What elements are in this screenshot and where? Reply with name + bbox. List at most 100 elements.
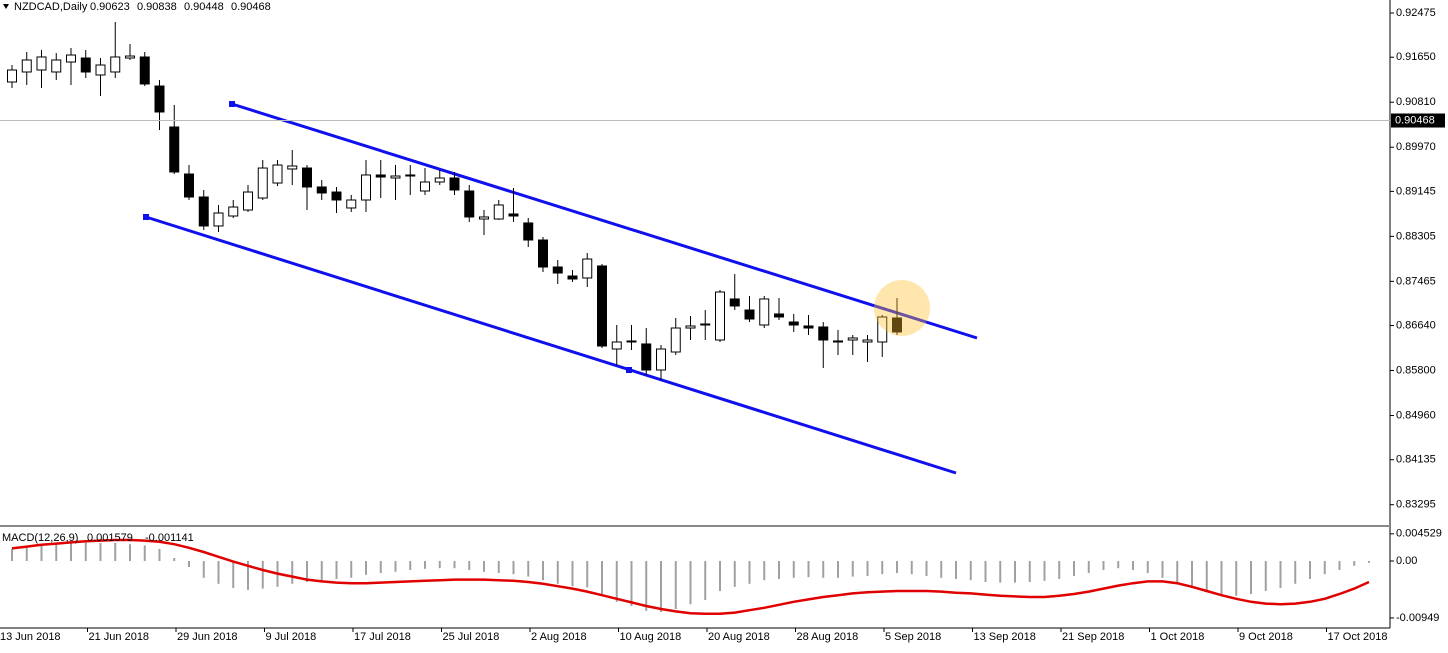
candle-body <box>154 85 165 113</box>
candle-body <box>449 177 460 191</box>
y-tick-label: -0.00949 <box>1396 612 1439 624</box>
y-tick-label: 0.89970 <box>1396 141 1436 153</box>
candle-body <box>302 167 312 188</box>
candle-body <box>434 177 445 183</box>
candle-body <box>198 196 209 227</box>
x-tick-label: 21 Sep 2018 <box>1062 631 1124 643</box>
candle-body <box>493 204 504 220</box>
channel-lower <box>145 215 957 475</box>
candle-body <box>523 222 534 241</box>
candle-body <box>611 341 622 350</box>
x-tick-label: 9 Oct 2018 <box>1239 631 1293 643</box>
y-tick-label: 0.90810 <box>1396 96 1436 108</box>
last-price-label: 0.90468 <box>1395 114 1435 126</box>
x-tick-label: 20 Aug 2018 <box>708 631 770 643</box>
candles <box>7 22 902 381</box>
candle-body <box>464 190 475 218</box>
candle-body <box>788 321 799 326</box>
candle-body <box>110 56 121 73</box>
last-price-box <box>1391 113 1445 128</box>
candle-body <box>272 164 283 184</box>
menu-arrow <box>3 4 9 9</box>
candle-body <box>405 174 416 177</box>
candle-body <box>361 174 371 201</box>
x-tick-label: 13 Sep 2018 <box>974 631 1036 643</box>
candle-body <box>287 165 298 170</box>
candle-body <box>479 216 489 220</box>
candle-body <box>892 317 902 333</box>
candle-body <box>700 323 711 326</box>
candle-body <box>715 291 725 341</box>
candle-body <box>169 126 180 173</box>
candle-body <box>316 186 327 194</box>
candle-body <box>95 64 106 76</box>
y-tick-label: 0.91650 <box>1396 51 1436 63</box>
macd-signal-line <box>11 538 1370 616</box>
y-tick-label: 0.004529 <box>1396 528 1442 540</box>
candle-body <box>508 213 519 217</box>
x-tick-label: 28 Aug 2018 <box>797 631 859 643</box>
candle-body <box>21 59 32 73</box>
channel-anchor <box>229 101 235 107</box>
candle-body <box>877 316 888 343</box>
candle-body <box>7 69 17 83</box>
candle-body <box>656 348 666 371</box>
candle-body <box>66 54 76 63</box>
candle-body <box>243 191 253 211</box>
quote-open: 0.90623 <box>90 1 130 13</box>
y-tick-label: 0.83295 <box>1396 499 1436 511</box>
y-tick-label: 0.89145 <box>1396 185 1436 197</box>
candle-body <box>390 175 401 179</box>
channel-anchor <box>143 214 149 220</box>
y-tick-label: 0.84960 <box>1396 409 1436 421</box>
highlight-circle <box>874 280 930 336</box>
x-tick-label: 29 Jun 2018 <box>177 631 238 643</box>
candle-body <box>552 266 563 274</box>
quote-low: 0.90448 <box>184 1 224 13</box>
candle-body <box>80 57 91 73</box>
y-tick-label: 0.86640 <box>1396 319 1436 331</box>
candle-body <box>139 56 150 85</box>
x-tick-label: 10 Aug 2018 <box>620 631 682 643</box>
candle-body <box>582 258 593 279</box>
candle-body <box>257 167 268 199</box>
candle-body <box>641 343 652 371</box>
x-tick-label: 2 Aug 2018 <box>531 631 587 643</box>
channel-anchor <box>626 367 632 373</box>
candle-body <box>331 191 342 201</box>
x-tick-label: 5 Sep 2018 <box>885 631 941 643</box>
y-tick-label: 0.84135 <box>1396 454 1436 466</box>
candle-body <box>626 340 637 343</box>
x-tick-label: 9 Jul 2018 <box>266 631 317 643</box>
candle-body <box>213 212 224 227</box>
y-tick-label: 0.85800 <box>1396 364 1436 376</box>
candle-body <box>346 199 357 209</box>
candle-body <box>184 173 194 198</box>
candle-body <box>51 59 62 73</box>
candle-body <box>833 340 843 343</box>
x-tick-label: 25 Jul 2018 <box>443 631 500 643</box>
x-tick-label: 13 Jun 2018 <box>0 631 61 643</box>
candle-body <box>125 55 135 59</box>
quote-close: 0.90468 <box>231 1 271 13</box>
macd-main: 0.001579 <box>87 532 133 544</box>
symbol-title: NZDCAD,Daily <box>14 1 88 13</box>
candle-body <box>228 206 239 217</box>
candle-body <box>685 325 696 329</box>
candle-body <box>567 275 578 280</box>
candle-body <box>774 313 784 318</box>
candle-body <box>375 174 386 178</box>
x-tick-label: 1 Oct 2018 <box>1151 631 1205 643</box>
candle-body <box>36 56 47 71</box>
candle-body <box>597 265 607 347</box>
candle-body <box>729 298 740 307</box>
candle-body <box>862 339 873 343</box>
macd-signal: -0.001141 <box>145 532 194 544</box>
candle-body <box>420 181 430 192</box>
x-tick-label: 21 Jun 2018 <box>89 631 150 643</box>
x-tick-label: 17 Jul 2018 <box>354 631 411 643</box>
y-tick-label: 0.87465 <box>1396 275 1436 287</box>
y-tick-label: 0.92475 <box>1396 7 1436 19</box>
y-tick-label: 0.00 <box>1396 555 1417 567</box>
